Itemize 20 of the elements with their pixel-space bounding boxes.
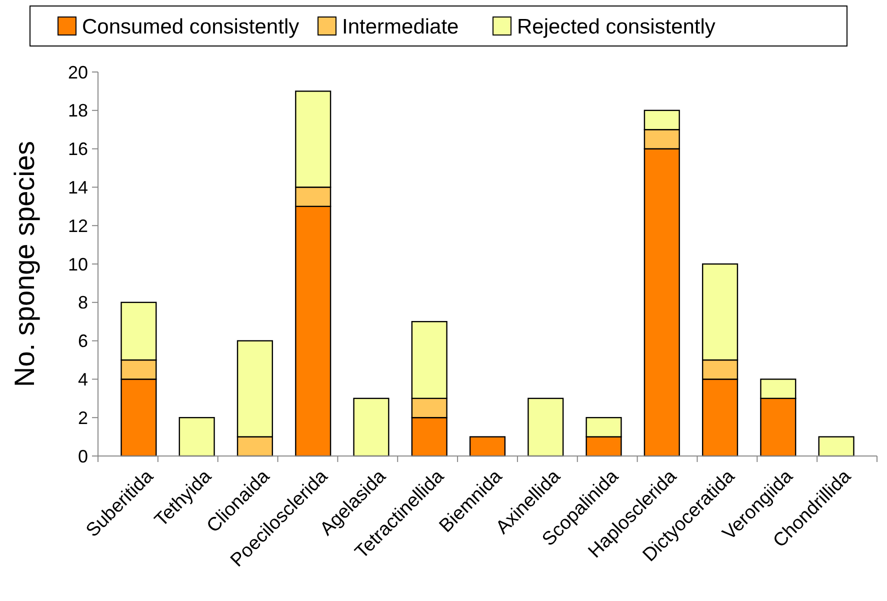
bar (528, 398, 564, 457)
bar (178, 417, 215, 457)
legend-label: Intermediate (342, 15, 459, 38)
y-tick-label: 8 (78, 292, 88, 313)
y-tick-label: 2 (78, 408, 88, 428)
y-tick-label: 0 (78, 446, 88, 466)
legend-label: Consumed consistently (82, 15, 300, 38)
y-tick-label: 14 (68, 178, 88, 198)
y-tick-label: 6 (78, 331, 88, 352)
legend-label: Rejected consistently (517, 15, 716, 38)
y-tick-label: 4 (78, 370, 88, 390)
bar (469, 436, 506, 457)
y-axis-title: No. sponge species (9, 141, 40, 387)
y-tick-label: 10 (68, 254, 88, 274)
y-tick-label: 12 (68, 216, 88, 236)
bar (818, 436, 854, 457)
y-tick-label: 18 (68, 100, 88, 121)
y-tick-label: 16 (68, 139, 88, 160)
bar (353, 398, 390, 457)
y-tick-label: 20 (68, 62, 88, 82)
